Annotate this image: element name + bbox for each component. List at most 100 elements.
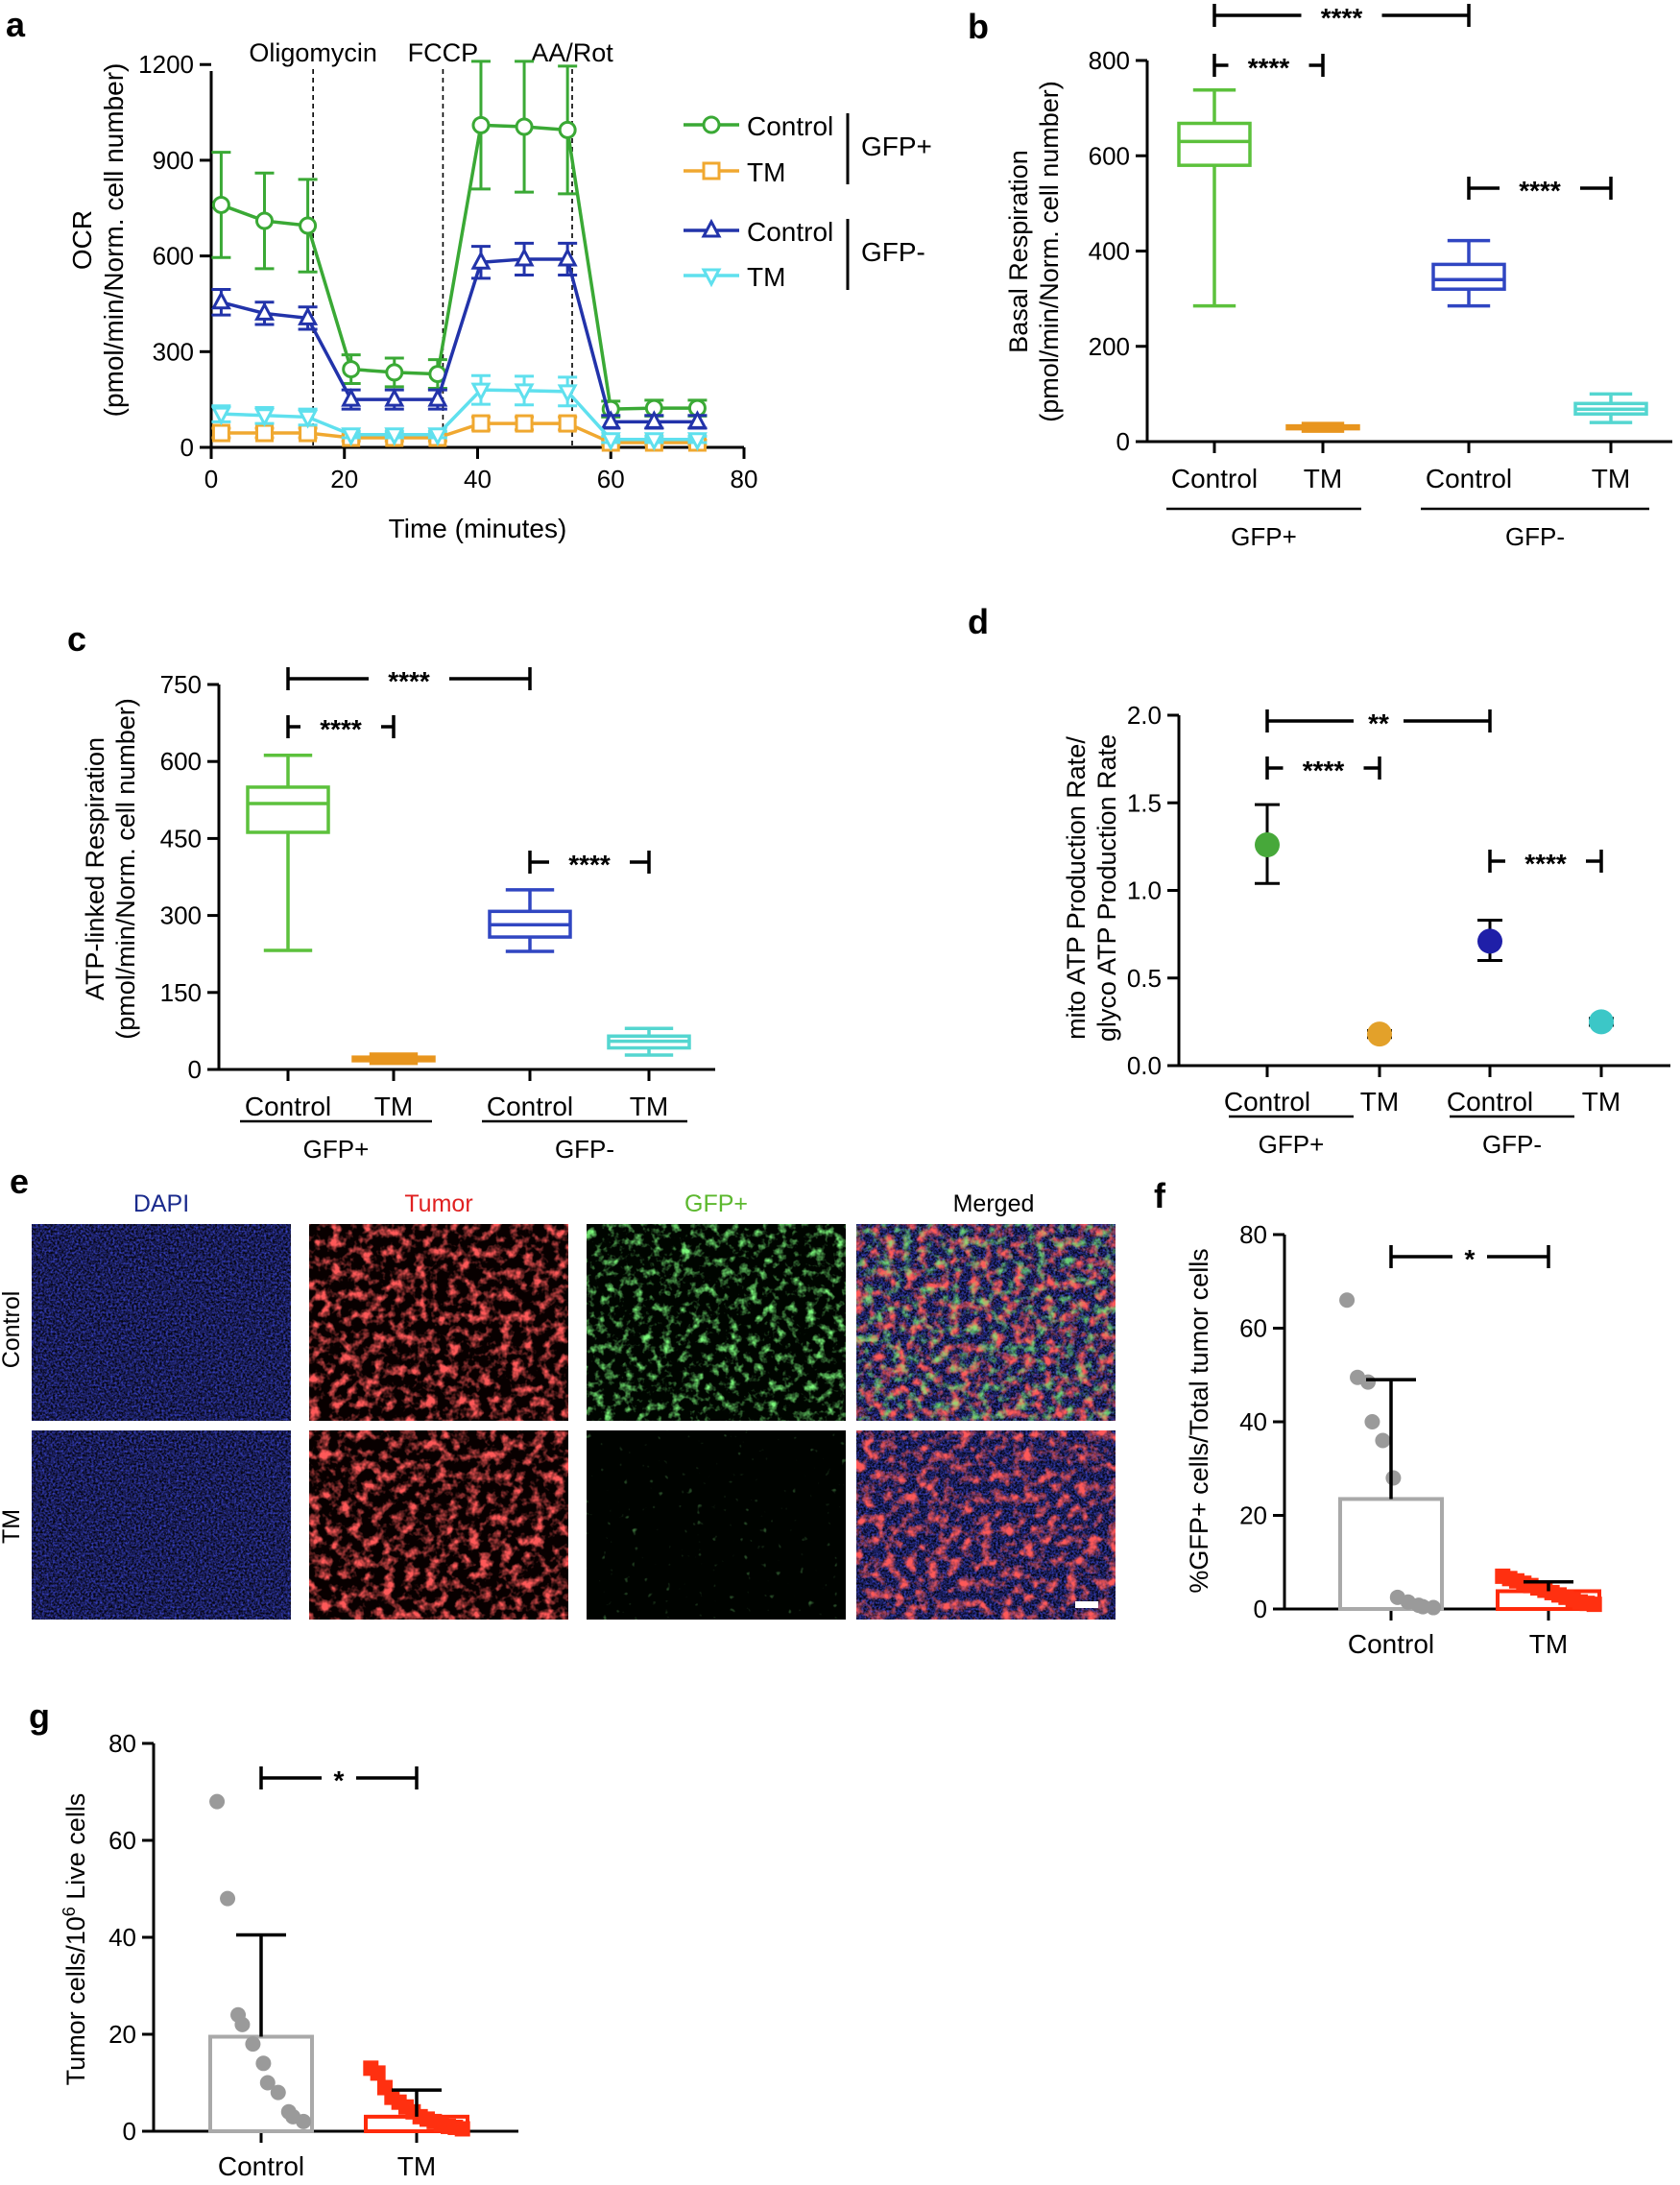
- panel-letter-a: a: [6, 5, 26, 44]
- a-data-point: [427, 387, 448, 407]
- g-y-tick-label: 60: [108, 1826, 136, 1855]
- a-data-point: [342, 360, 361, 379]
- marks-layer: [208, 60, 1648, 2137]
- a-legend-group-label: GFP+: [861, 132, 932, 161]
- f-y-tick-label: 40: [1239, 1407, 1267, 1436]
- f-category-label: TM: [1529, 1629, 1568, 1659]
- c-bracket-label: ****: [568, 850, 611, 879]
- c-bracket-label-bg: [300, 715, 381, 738]
- a-data-point: [211, 195, 230, 214]
- g-category-label: Control: [218, 2151, 304, 2181]
- image-merged-control-green: [856, 1224, 1116, 1426]
- f-bracket-label: *: [1465, 1244, 1476, 1274]
- a-x-tick-label: 0: [204, 465, 218, 493]
- c-y-axis-label: ATP-linked Respiration: [81, 737, 109, 1000]
- b-group-label: GFP-: [1505, 522, 1565, 551]
- c-bracket-label: ****: [388, 666, 430, 696]
- g-category-label: TM: [397, 2151, 436, 2181]
- a-data-point: [600, 432, 621, 451]
- row-label-tm: TM: [0, 1509, 25, 1544]
- c-y-axis-label: (pmol/min/Norm. cell number): [111, 698, 140, 1040]
- a-injection-label: FCCP: [408, 38, 479, 67]
- b-box: [1431, 262, 1506, 291]
- a-legend-marker: [702, 161, 721, 180]
- a-data-point: [558, 120, 577, 139]
- a-data-point: [385, 363, 404, 382]
- a-x-tick-label: 80: [731, 465, 758, 493]
- g-data-point: [220, 1890, 236, 1907]
- a-data-point: [470, 251, 492, 270]
- column-label-merged: Merged: [953, 1190, 1035, 1217]
- a-data-point: [384, 387, 405, 407]
- c-category-label: TM: [374, 1092, 413, 1121]
- f-data-point: [1586, 1597, 1602, 1613]
- g-bracket-label: *: [334, 1765, 345, 1795]
- a-data-point: [514, 383, 535, 403]
- d-bracket-label: **: [1368, 708, 1389, 738]
- a-data-point: [254, 301, 275, 321]
- a-data-point: [600, 410, 621, 429]
- c-bracket-label-bg: [549, 851, 630, 874]
- a-y-axis-label: OCR: [67, 210, 97, 270]
- f-data-point: [1364, 1414, 1380, 1429]
- panel-letter-c: c: [67, 619, 86, 659]
- image-dapi-control-texture: [32, 1224, 291, 1426]
- b-y-tick-label: 400: [1089, 237, 1130, 266]
- b-bracket-label: ****: [1321, 3, 1363, 33]
- b-group-label: GFP+: [1231, 522, 1297, 551]
- column-label-tumor: Tumor: [404, 1190, 472, 1217]
- a-data-point: [470, 382, 492, 402]
- panel-letter-d: d: [968, 602, 989, 641]
- a-x-axis-label: Time (minutes): [389, 514, 567, 543]
- c-group-label: GFP-: [555, 1135, 614, 1164]
- b-bracket-label-bg: [1301, 4, 1382, 27]
- f-y-tick-label: 20: [1239, 1501, 1267, 1530]
- a-y-tick-label: 900: [153, 146, 194, 175]
- a-series-line: [220, 123, 698, 411]
- g-data-point: [255, 2055, 272, 2072]
- d-group-label: GFP-: [1482, 1130, 1542, 1159]
- g-data-point: [370, 2065, 386, 2081]
- f-y-tick-label: 60: [1239, 1314, 1267, 1343]
- c-group-label: GFP+: [303, 1135, 370, 1164]
- d-y-tick-label: 2.0: [1127, 701, 1162, 730]
- a-data-point: [471, 414, 491, 433]
- g-data-point: [259, 2075, 276, 2091]
- d-group-label: GFP+: [1259, 1130, 1325, 1159]
- f-bracket-label-bg: [1452, 1245, 1487, 1268]
- a-data-point: [686, 432, 708, 451]
- b-category-label: TM: [1304, 464, 1342, 493]
- b-category-label: TM: [1592, 464, 1630, 493]
- f-y-tick-label: 80: [1239, 1220, 1267, 1249]
- a-data-point: [299, 216, 318, 235]
- c-y-tick-label: 450: [160, 824, 202, 852]
- d-category-label: Control: [1224, 1087, 1310, 1117]
- image-merged-tm-red: [856, 1426, 1116, 1620]
- f-data-point: [1426, 1599, 1442, 1616]
- f-y-axis-label: %GFP+ cells/Total tumor cells: [1185, 1248, 1213, 1593]
- a-data-point: [557, 384, 578, 404]
- a-data-point: [210, 406, 231, 426]
- a-data-point: [254, 408, 275, 427]
- b-bracket-label-bg: [1228, 54, 1309, 77]
- b-bracket-label: ****: [1519, 176, 1561, 205]
- microscopy-panel: DAPI Tumor GFP+ Merged Control TM: [0, 1190, 1116, 1620]
- a-legend-group-label: GFP-: [861, 237, 925, 267]
- b-y-tick-label: 600: [1089, 141, 1130, 170]
- c-y-tick-label: 0: [188, 1055, 202, 1084]
- d-bracket-label-bg: [1283, 756, 1364, 780]
- d-category-label: TM: [1582, 1087, 1620, 1117]
- c-box: [246, 785, 330, 834]
- c-y-tick-label: 600: [160, 747, 202, 776]
- a-data-point: [558, 414, 577, 433]
- d-mean-point: [1589, 1009, 1614, 1035]
- f-data-point: [1360, 1374, 1377, 1390]
- a-data-point: [298, 409, 319, 429]
- d-y-tick-label: 0.5: [1127, 964, 1162, 993]
- b-bracket-label-bg: [1500, 177, 1580, 200]
- image-gfp-control-texture: [587, 1224, 846, 1426]
- b-y-tick-label: 800: [1089, 46, 1130, 75]
- c-category-label: TM: [630, 1092, 668, 1121]
